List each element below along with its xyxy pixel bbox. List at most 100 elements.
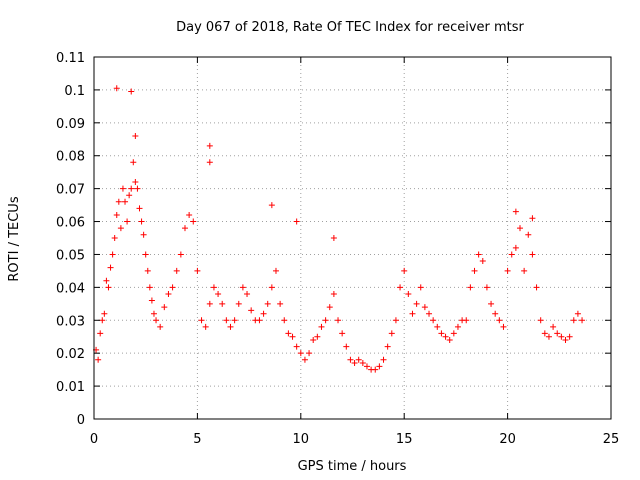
data-point bbox=[239, 284, 246, 291]
data-point bbox=[293, 218, 300, 225]
data-point bbox=[401, 267, 408, 274]
data-point bbox=[330, 235, 337, 241]
data-point bbox=[109, 251, 116, 258]
data-point bbox=[161, 304, 168, 311]
data-point bbox=[136, 205, 143, 212]
data-point bbox=[169, 284, 176, 291]
data-point bbox=[150, 310, 157, 317]
data-point bbox=[496, 317, 503, 324]
data-point bbox=[351, 360, 358, 367]
data-point bbox=[430, 317, 437, 324]
data-point bbox=[268, 202, 275, 209]
data-point bbox=[314, 333, 321, 340]
data-point bbox=[405, 290, 412, 297]
data-point bbox=[146, 284, 153, 291]
x-tick-label: 15 bbox=[396, 432, 413, 447]
data-point bbox=[260, 310, 267, 317]
data-point bbox=[450, 330, 457, 337]
y-tick-label: 0.11 bbox=[56, 51, 85, 66]
x-axis-ticks: 0 5 10 15 20 25 bbox=[90, 57, 619, 447]
data-point bbox=[124, 218, 131, 225]
data-point bbox=[529, 215, 536, 222]
data-point bbox=[115, 198, 122, 205]
y-tick-label: 0.01 bbox=[56, 380, 85, 395]
data-point bbox=[359, 360, 366, 367]
data-point bbox=[138, 218, 145, 225]
data-point bbox=[562, 337, 569, 344]
data-point bbox=[165, 290, 172, 297]
data-point bbox=[215, 290, 222, 297]
data-point bbox=[421, 304, 428, 311]
data-point bbox=[442, 333, 449, 340]
data-point bbox=[376, 363, 383, 370]
y-axis-label: ROTI / TECUs bbox=[7, 196, 22, 281]
data-point bbox=[326, 304, 333, 311]
data-point bbox=[529, 251, 536, 258]
data-point bbox=[301, 356, 308, 363]
x-tick-label: 25 bbox=[603, 432, 620, 447]
data-point bbox=[363, 363, 370, 370]
data-point bbox=[330, 290, 337, 297]
data-point bbox=[202, 323, 209, 330]
data-point bbox=[103, 277, 110, 284]
data-point bbox=[173, 267, 180, 274]
data-point bbox=[517, 225, 524, 232]
data-point bbox=[281, 317, 288, 324]
y-tick-label: 0.08 bbox=[56, 150, 85, 165]
data-point bbox=[181, 225, 188, 232]
data-point bbox=[579, 317, 586, 324]
y-axis-ticks: 0 0.01 0.02 0.03 0.04 0.05 0.06 0.07 0.08 0.09 0.1… bbox=[56, 51, 611, 428]
plot-frame bbox=[93, 56, 612, 420]
data-point bbox=[426, 310, 433, 317]
data-point bbox=[248, 307, 255, 314]
data-point bbox=[111, 235, 118, 241]
data-point bbox=[409, 310, 416, 317]
data-point bbox=[101, 310, 108, 317]
data-point bbox=[384, 343, 391, 350]
data-point bbox=[119, 185, 126, 192]
data-point bbox=[231, 317, 238, 324]
data-point bbox=[297, 350, 304, 357]
data-point bbox=[483, 284, 490, 291]
x-tick-label: 5 bbox=[193, 432, 201, 447]
x-tick-label: 20 bbox=[499, 432, 516, 447]
data-point bbox=[533, 284, 540, 291]
data-point bbox=[417, 284, 424, 291]
data-point bbox=[132, 179, 139, 186]
data-point bbox=[268, 284, 275, 291]
data-point bbox=[488, 300, 495, 307]
y-tick-label: 0.1 bbox=[64, 84, 85, 99]
data-point bbox=[293, 343, 300, 350]
data-point bbox=[397, 284, 404, 291]
data-point bbox=[99, 317, 106, 324]
data-point bbox=[574, 310, 581, 317]
data-point bbox=[475, 251, 482, 258]
data-point bbox=[153, 317, 160, 324]
data-point bbox=[142, 251, 149, 258]
chart-title: Day 067 of 2018, Rate Of TEC Index for r… bbox=[176, 20, 524, 35]
data-point bbox=[177, 251, 184, 258]
data-point bbox=[537, 317, 544, 324]
data-point bbox=[113, 211, 120, 218]
data-point bbox=[504, 267, 511, 274]
data-point bbox=[113, 85, 120, 92]
data-point bbox=[541, 330, 548, 337]
data-point bbox=[132, 132, 139, 139]
data-point bbox=[521, 267, 528, 274]
y-tick-label: 0 bbox=[77, 413, 85, 428]
data-point bbox=[97, 330, 104, 337]
data-point bbox=[130, 159, 137, 166]
y-tick-label: 0.04 bbox=[56, 281, 85, 296]
grid-lines bbox=[94, 57, 611, 419]
data-point bbox=[140, 231, 147, 238]
data-point bbox=[210, 284, 217, 291]
data-point bbox=[318, 323, 325, 330]
data-point bbox=[512, 244, 519, 251]
data-point bbox=[134, 185, 141, 192]
data-point bbox=[335, 317, 342, 324]
data-point bbox=[285, 330, 292, 337]
data-point bbox=[434, 323, 441, 330]
data-point bbox=[339, 330, 346, 337]
data-point bbox=[289, 333, 296, 340]
data-point bbox=[190, 218, 197, 225]
